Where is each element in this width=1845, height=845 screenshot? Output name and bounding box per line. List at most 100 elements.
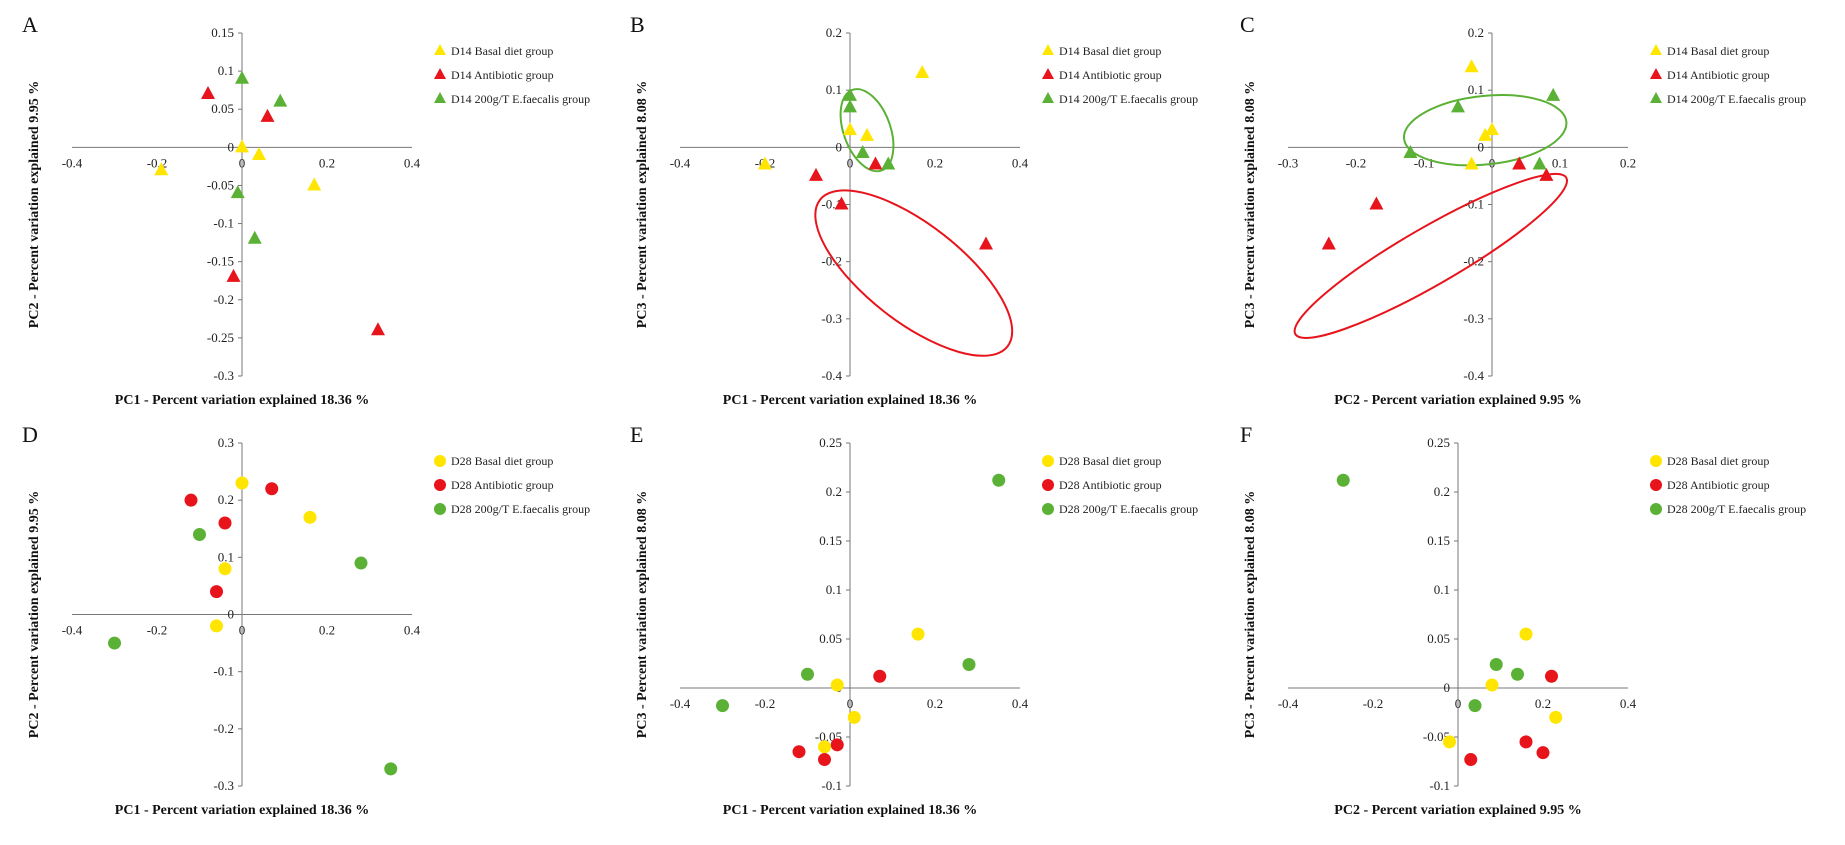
y-tick-label: -0.1 bbox=[1463, 197, 1484, 212]
legend-label: D28 200g/T E.faecalis group bbox=[451, 502, 590, 516]
data-point bbox=[1485, 122, 1499, 136]
panel-E: E-0.4-0.200.20.40.250.20.150.10.050-0.05… bbox=[630, 422, 1198, 818]
x-tick-label: 0.2 bbox=[319, 623, 335, 638]
y-tick-label: 0.15 bbox=[211, 25, 234, 40]
x-tick-label: 0 bbox=[847, 696, 854, 711]
data-point bbox=[843, 99, 857, 113]
y-tick-label: 0.25 bbox=[819, 435, 842, 450]
y-tick-label: -0.2 bbox=[213, 292, 234, 307]
legend-marker bbox=[1042, 503, 1054, 515]
data-point bbox=[818, 740, 831, 754]
x-axis-title: PC2 - Percent variation explained 9.95 % bbox=[1334, 803, 1581, 818]
legend-label: D14 200g/T E.faecalis group bbox=[1667, 92, 1806, 106]
legend-label: D14 Antibiotic group bbox=[1059, 68, 1162, 82]
legend-marker bbox=[1042, 479, 1054, 491]
y-tick-label: 0.1 bbox=[1468, 82, 1484, 97]
y-tick-label: -0.2 bbox=[213, 721, 234, 736]
legend-marker bbox=[1042, 455, 1054, 467]
x-tick-label: -0.4 bbox=[670, 155, 691, 170]
data-point bbox=[1468, 699, 1482, 713]
data-point bbox=[855, 145, 870, 159]
data-point bbox=[184, 493, 198, 507]
data-point bbox=[758, 156, 772, 170]
y-tick-label: 0.1 bbox=[826, 582, 842, 597]
y-tick-label: 0.15 bbox=[1427, 533, 1450, 548]
legend-marker bbox=[1650, 68, 1662, 79]
panel-F: F-0.4 -0.2 0 0.2 0.40.250.20.150.10.050-0.05… bbox=[1240, 422, 1806, 818]
y-axis-title: PC3 - Percent variation explained 8.08 % bbox=[1243, 491, 1258, 738]
y-axis-title: PC2 - Percent variation explained 9.95 % bbox=[27, 81, 42, 328]
y-tick-label: -0.1 bbox=[1429, 778, 1450, 793]
data-point bbox=[210, 619, 223, 633]
x-tick-label: 0.4 bbox=[404, 623, 421, 638]
data-point bbox=[860, 127, 874, 141]
y-tick-label: -0.4 bbox=[821, 368, 842, 383]
data-point bbox=[235, 139, 249, 153]
data-point bbox=[868, 156, 883, 170]
legend-label: D14 200g/T E.faecalis group bbox=[451, 92, 590, 106]
data-point bbox=[210, 585, 223, 599]
x-axis-title: PC1 - Percent variation explained 18.36 … bbox=[115, 803, 369, 818]
x-tick-label: 0.4 bbox=[1620, 696, 1637, 711]
y-tick-label: -0.4 bbox=[1463, 368, 1484, 383]
data-point bbox=[1464, 156, 1479, 170]
data-point bbox=[979, 236, 993, 250]
legend-marker bbox=[1042, 92, 1054, 103]
y-tick-label: 0.15 bbox=[819, 533, 842, 548]
x-tick-label: 0 bbox=[239, 623, 246, 638]
y-tick-label: 0.05 bbox=[1427, 631, 1450, 646]
data-point bbox=[1464, 59, 1479, 73]
legend-label: D14 Antibiotic group bbox=[1667, 68, 1770, 82]
data-point bbox=[1369, 196, 1384, 210]
x-tick-label: -0.3 bbox=[1278, 155, 1299, 170]
y-tick-label: -0.3 bbox=[213, 368, 234, 383]
y-tick-label: 0.2 bbox=[826, 25, 842, 40]
data-point bbox=[830, 678, 844, 692]
data-point bbox=[992, 473, 1006, 487]
y-tick-label: -0.05 bbox=[207, 177, 234, 192]
x-tick-label: -0.2 bbox=[755, 696, 776, 711]
legend-label: D28 Basal diet group bbox=[1059, 454, 1161, 468]
group-ellipse bbox=[1293, 172, 1568, 339]
y-tick-label: 0.1 bbox=[218, 63, 234, 78]
data-point bbox=[1532, 156, 1547, 170]
data-point bbox=[108, 636, 121, 650]
x-tick-label: 0.2 bbox=[319, 155, 335, 170]
legend-label: D28 200g/T E.faecalis group bbox=[1667, 502, 1806, 516]
legend-label: D28 200g/T E.faecalis group bbox=[1059, 502, 1198, 516]
data-point bbox=[235, 70, 249, 84]
data-point bbox=[873, 669, 887, 683]
legend-marker bbox=[1650, 44, 1662, 55]
data-point bbox=[247, 230, 262, 244]
data-point bbox=[303, 510, 317, 524]
y-tick-label: 0 bbox=[1444, 680, 1451, 695]
data-point bbox=[801, 667, 814, 681]
data-point bbox=[218, 562, 232, 576]
x-axis-title: PC1 - Percent variation explained 18.36 … bbox=[115, 393, 369, 408]
y-tick-label: 0 bbox=[228, 139, 235, 154]
y-tick-label: 0.2 bbox=[1434, 484, 1450, 499]
legend-label: D28 Antibiotic group bbox=[1667, 478, 1770, 492]
x-tick-label: -0.4 bbox=[670, 696, 691, 711]
data-point bbox=[226, 268, 241, 282]
data-point bbox=[843, 87, 857, 101]
y-tick-label: 0.1 bbox=[218, 549, 234, 564]
panel-letter: E bbox=[630, 422, 643, 447]
y-tick-label: -0.15 bbox=[207, 254, 234, 269]
data-point bbox=[834, 196, 849, 210]
panel-letter: A bbox=[22, 12, 38, 37]
x-axis-title: PC1 - Percent variation explained 18.36 … bbox=[723, 393, 977, 408]
data-point bbox=[230, 185, 245, 199]
legend-label: D28 Basal diet group bbox=[451, 454, 553, 468]
legend-marker bbox=[434, 92, 446, 103]
y-tick-label: 0.25 bbox=[1427, 435, 1450, 450]
y-tick-label: 0 bbox=[228, 607, 235, 622]
data-point bbox=[252, 146, 266, 160]
y-tick-label: 0.2 bbox=[218, 492, 234, 507]
data-point bbox=[1403, 145, 1418, 159]
y-axis-title: PC3 - Percent variation explained 8.08 % bbox=[635, 81, 650, 328]
data-point bbox=[201, 85, 215, 99]
x-tick-label: 0.4 bbox=[404, 155, 421, 170]
panel-letter: C bbox=[1240, 12, 1255, 37]
